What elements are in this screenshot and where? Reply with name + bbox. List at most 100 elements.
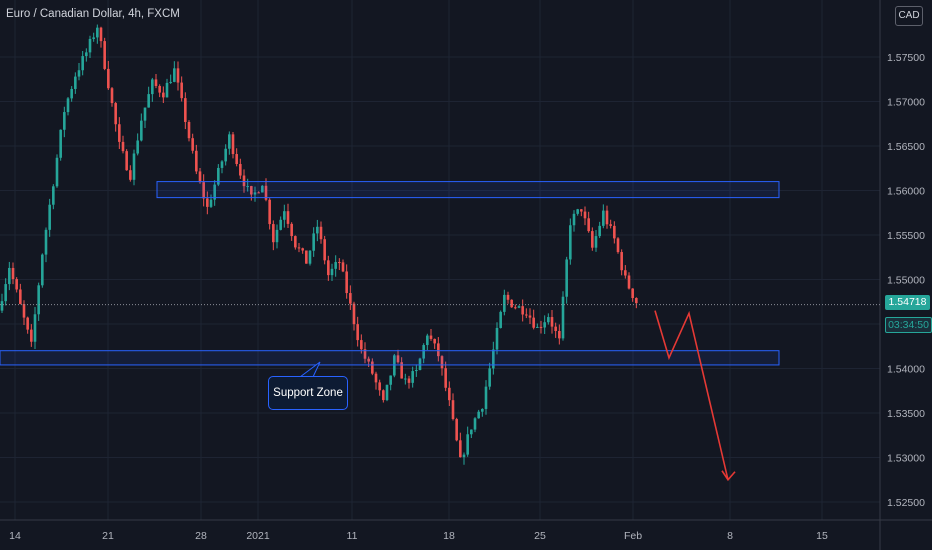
x-tick-label: 21: [102, 530, 114, 542]
candle-body-down: [459, 440, 462, 458]
projection-arrowhead: [721, 470, 736, 482]
candle-body-up: [565, 259, 568, 297]
candle-body-up: [143, 107, 147, 121]
candle-body-down: [521, 306, 524, 315]
candle-body-down: [437, 343, 440, 357]
candle-body-down: [235, 154, 238, 165]
candle-body-down: [345, 271, 348, 294]
candle-body-down: [525, 314, 528, 316]
candle-body-down: [554, 326, 557, 331]
candle-body-down: [550, 317, 554, 327]
candle-body-up: [572, 213, 576, 226]
candle-body-up: [217, 167, 220, 185]
candle-body-down: [176, 68, 180, 83]
candle-body-down: [305, 250, 308, 264]
candle-body-down: [338, 262, 341, 264]
candle-body-down: [613, 225, 616, 239]
candle-body-up: [253, 192, 257, 195]
candle-body-down: [341, 262, 345, 272]
candle-body-down: [198, 171, 202, 183]
candle-body-up: [517, 306, 521, 308]
candle-body-up: [481, 408, 484, 412]
candle-body-up: [44, 229, 48, 255]
support-zone-label[interactable]: Support Zone: [268, 376, 348, 410]
y-tick-label: 1.57500: [887, 52, 925, 64]
candle-body-down: [591, 231, 594, 248]
x-tick-label: 25: [534, 530, 546, 542]
candle-body-up: [308, 250, 312, 264]
x-tick-label: 2021: [246, 530, 270, 542]
candle-body-up: [88, 38, 92, 53]
candle-body-up: [0, 301, 4, 311]
x-tick-label: 14: [9, 530, 21, 542]
candle-body-up: [228, 134, 231, 149]
x-tick-label: 11: [347, 530, 358, 542]
candle-body-down: [110, 88, 114, 104]
candle-body-down: [532, 317, 535, 328]
candle-body-down: [272, 224, 275, 243]
candle-body-down: [257, 192, 260, 194]
candle-body-up: [37, 285, 40, 315]
candle-body-down: [154, 79, 158, 86]
candle-body-up: [312, 233, 315, 251]
candle-body-down: [620, 252, 623, 271]
y-axis-ticks: 1.57500 1.57000 1.56500 1.56000 1.55500 1.550…: [887, 52, 925, 509]
candle-body-down: [363, 349, 367, 359]
currency-badge[interactable]: CAD: [895, 6, 923, 26]
candle-body-up: [151, 79, 154, 95]
candle-body-up: [462, 454, 466, 458]
x-tick-label: 8: [727, 530, 733, 542]
candle-body-down: [180, 82, 183, 99]
candle-body-down: [15, 279, 18, 290]
candle-body-down: [323, 239, 326, 261]
candle-body-up: [55, 157, 59, 187]
candle-body-down: [286, 211, 290, 224]
candle-body-up: [470, 429, 473, 435]
candle-body-down: [294, 236, 297, 248]
candle-body-up: [77, 70, 81, 77]
candle-body-up: [140, 120, 143, 141]
candle-body-up: [561, 296, 565, 339]
candle-body-down: [187, 121, 191, 139]
candle-body-up: [48, 204, 51, 230]
candle-body-down: [129, 170, 132, 180]
candle-body-down: [349, 293, 352, 304]
candle-body-down: [99, 27, 103, 42]
candle-body-down: [290, 223, 293, 237]
candle-body-down: [250, 186, 253, 195]
candle-body-down: [367, 358, 370, 362]
candle-body-down: [202, 182, 205, 199]
candle-body-up: [70, 88, 73, 99]
overlays: [0, 304, 880, 482]
candlestick-series: [0, 24, 638, 465]
candle-body-up: [334, 262, 337, 269]
candle-body-down: [451, 400, 455, 420]
candle-body-down: [624, 270, 627, 276]
candle-body-up: [283, 211, 286, 220]
candle-body-up: [418, 358, 422, 370]
candle-body-down: [158, 85, 161, 93]
candle-body-up: [543, 322, 546, 328]
candle-body-up: [492, 349, 495, 369]
candle-body-up: [63, 112, 66, 130]
candle-body-down: [635, 298, 638, 304]
candle-body-down: [231, 134, 235, 155]
candle-body-up: [422, 345, 425, 359]
candle-body-down: [506, 294, 510, 300]
candle-body-down: [558, 330, 561, 339]
candle-body-up: [92, 37, 95, 39]
candle-body-down: [440, 356, 444, 369]
candle-body-up: [165, 82, 169, 98]
candle-body-up: [473, 418, 477, 430]
candle-body-down: [627, 275, 631, 289]
candle-body-down: [327, 260, 330, 276]
candle-body-down: [11, 267, 15, 280]
candle-body-up: [415, 369, 418, 372]
candle-body-up: [147, 94, 150, 108]
support-zone-callout-pointer: [299, 361, 321, 378]
grid-lines: [0, 0, 880, 520]
candle-body-up: [389, 375, 392, 385]
candle-body-down: [118, 124, 121, 142]
